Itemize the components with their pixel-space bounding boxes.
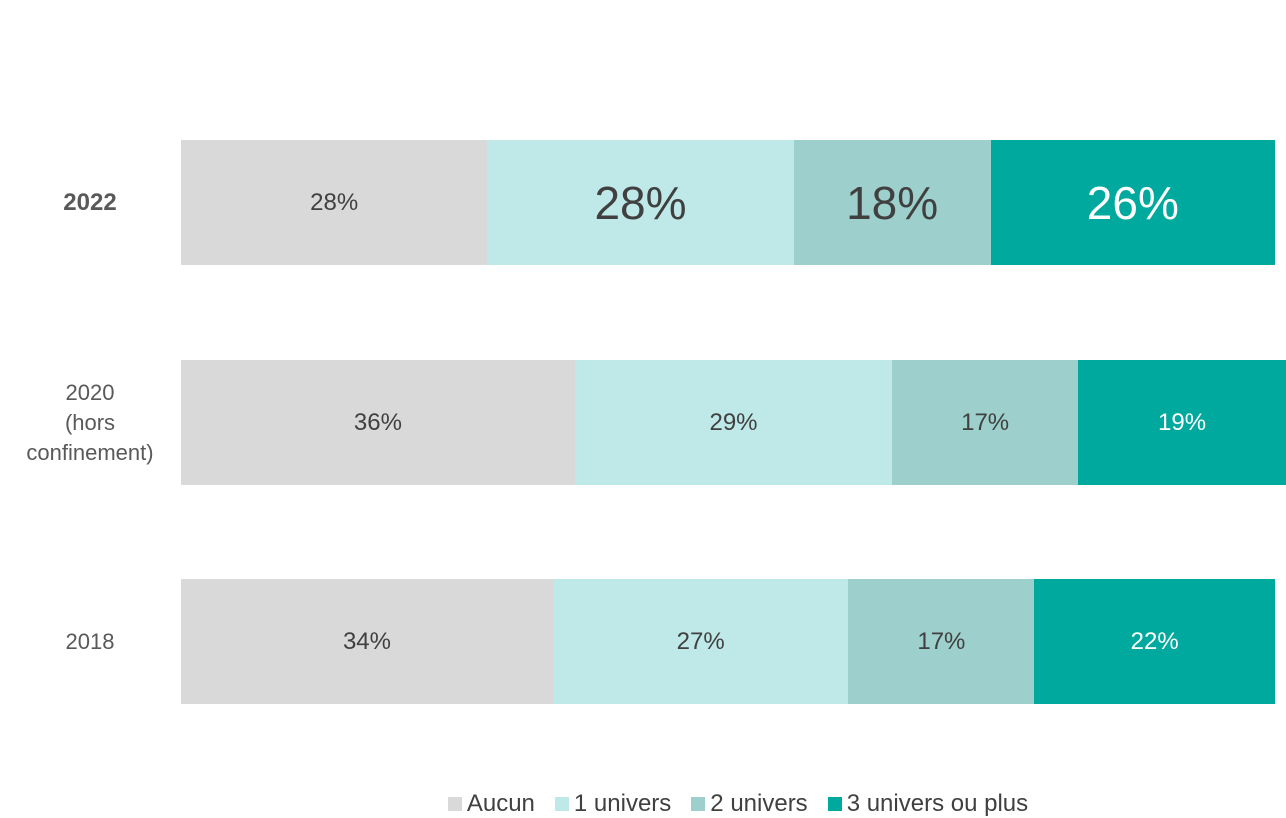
bar-segment: 29% bbox=[574, 360, 893, 485]
legend-item: 2 univers bbox=[691, 790, 808, 818]
data-label: 22% bbox=[1130, 627, 1179, 655]
legend: Aucun 1 univers 2 univers 3 univers ou plus bbox=[0, 790, 1286, 818]
bar-segment: 27% bbox=[552, 579, 849, 704]
bar-segment: 17% bbox=[848, 579, 1035, 704]
data-label: 28% bbox=[594, 176, 687, 229]
bar-segment: 18% bbox=[793, 140, 991, 265]
data-label: 17% bbox=[917, 627, 966, 655]
data-label: 28% bbox=[310, 188, 359, 216]
bar-segment: 28% bbox=[181, 140, 488, 265]
legend-label: 3 univers ou plus bbox=[846, 790, 1029, 817]
category-label: 2020 (hors confinement) bbox=[26, 379, 154, 465]
bar-segment: 22% bbox=[1034, 579, 1276, 704]
legend-item: Aucun bbox=[447, 790, 535, 818]
bar-segment: 36% bbox=[181, 360, 575, 485]
data-label: 26% bbox=[1086, 176, 1179, 229]
data-label: 29% bbox=[709, 408, 758, 436]
data-label: 27% bbox=[676, 627, 725, 655]
bar-segment: 28% bbox=[487, 140, 794, 265]
bar-segment: 19% bbox=[1078, 360, 1286, 485]
legend-label: 2 univers bbox=[710, 790, 808, 817]
legend-swatch bbox=[827, 797, 842, 811]
bar-segment: 26% bbox=[990, 140, 1276, 265]
legend-swatch bbox=[447, 797, 462, 811]
legend-item: 3 univers ou plus bbox=[827, 790, 1029, 818]
data-label: 19% bbox=[1158, 408, 1207, 436]
data-label: 18% bbox=[846, 176, 939, 229]
bar-segment: 34% bbox=[181, 579, 553, 704]
legend-swatch bbox=[691, 797, 706, 811]
category-label: 2018 bbox=[65, 628, 115, 654]
data-label: 36% bbox=[353, 408, 402, 436]
data-label: 34% bbox=[342, 627, 391, 655]
bar-segment: 17% bbox=[892, 360, 1079, 485]
legend-label: Aucun bbox=[466, 790, 535, 817]
legend-item: 1 univers bbox=[554, 790, 672, 818]
legend-label: 1 univers bbox=[573, 790, 672, 817]
legend-swatch bbox=[554, 797, 569, 811]
data-label: 17% bbox=[961, 408, 1010, 436]
category-label: 2022 bbox=[63, 188, 117, 216]
